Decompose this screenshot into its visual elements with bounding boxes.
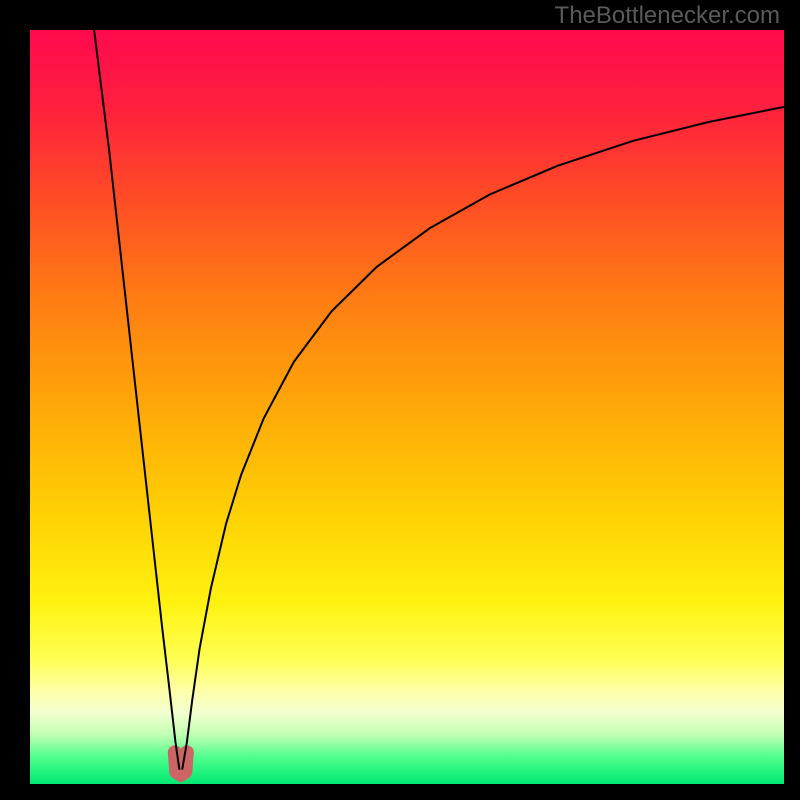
watermark-text: TheBottlenecker.com [555,2,780,30]
plot-area [30,30,784,784]
chart-svg [30,30,784,784]
bottleneck-curve-right [182,107,784,769]
bottleneck-curve-left [94,30,179,769]
